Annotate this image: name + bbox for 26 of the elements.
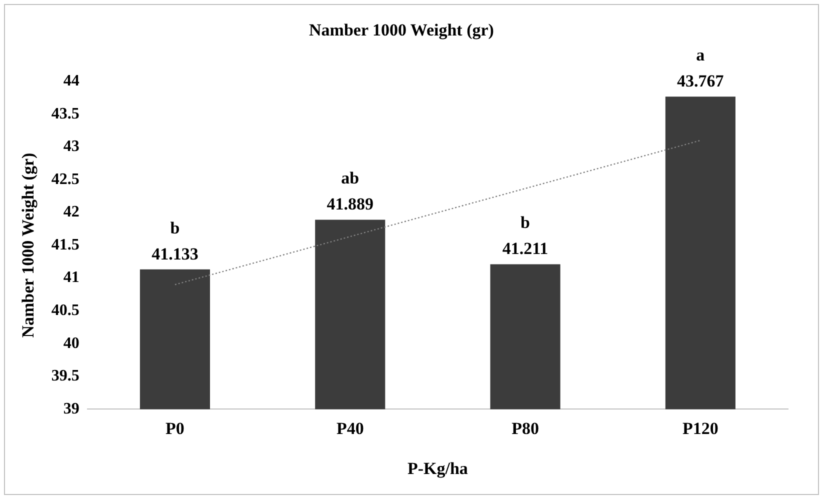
y-tick-label: 39.5 bbox=[51, 368, 80, 385]
y-tick-label: 41 bbox=[63, 269, 80, 286]
x-tick-label: P120 bbox=[682, 418, 718, 438]
y-tick-label: 43.5 bbox=[51, 105, 80, 122]
x-tick-label: P40 bbox=[336, 418, 364, 438]
x-axis-title: P-Kg/ha bbox=[407, 459, 468, 478]
data-label: 41.211 bbox=[502, 239, 548, 258]
data-label: 41.133 bbox=[152, 244, 198, 264]
x-tick-label: P0 bbox=[166, 418, 184, 438]
chart-title: Namber 1000 Weight (gr) bbox=[309, 20, 494, 40]
data-label: 43.767 bbox=[677, 72, 724, 91]
y-tick-label: 43 bbox=[63, 138, 80, 156]
y-tick-label: 40 bbox=[63, 334, 80, 352]
annotation: b bbox=[520, 213, 530, 232]
x-tick-label: P80 bbox=[512, 418, 539, 438]
y-axis-title: Namber 1000 Weight (gr) bbox=[18, 152, 38, 338]
y-tick-label: 42 bbox=[63, 204, 80, 221]
y-tick-label: 42.5 bbox=[51, 170, 80, 188]
annotation: b bbox=[170, 218, 180, 238]
y-tick-label: 41.5 bbox=[51, 236, 80, 254]
annotation: a bbox=[696, 46, 706, 65]
y-tick-label: 39 bbox=[63, 400, 80, 418]
annotation: ab bbox=[341, 168, 360, 188]
data-label: 41.889 bbox=[326, 194, 374, 214]
y-tick-label: 40.5 bbox=[51, 302, 80, 319]
y-tick-label: 44 bbox=[63, 72, 80, 90]
